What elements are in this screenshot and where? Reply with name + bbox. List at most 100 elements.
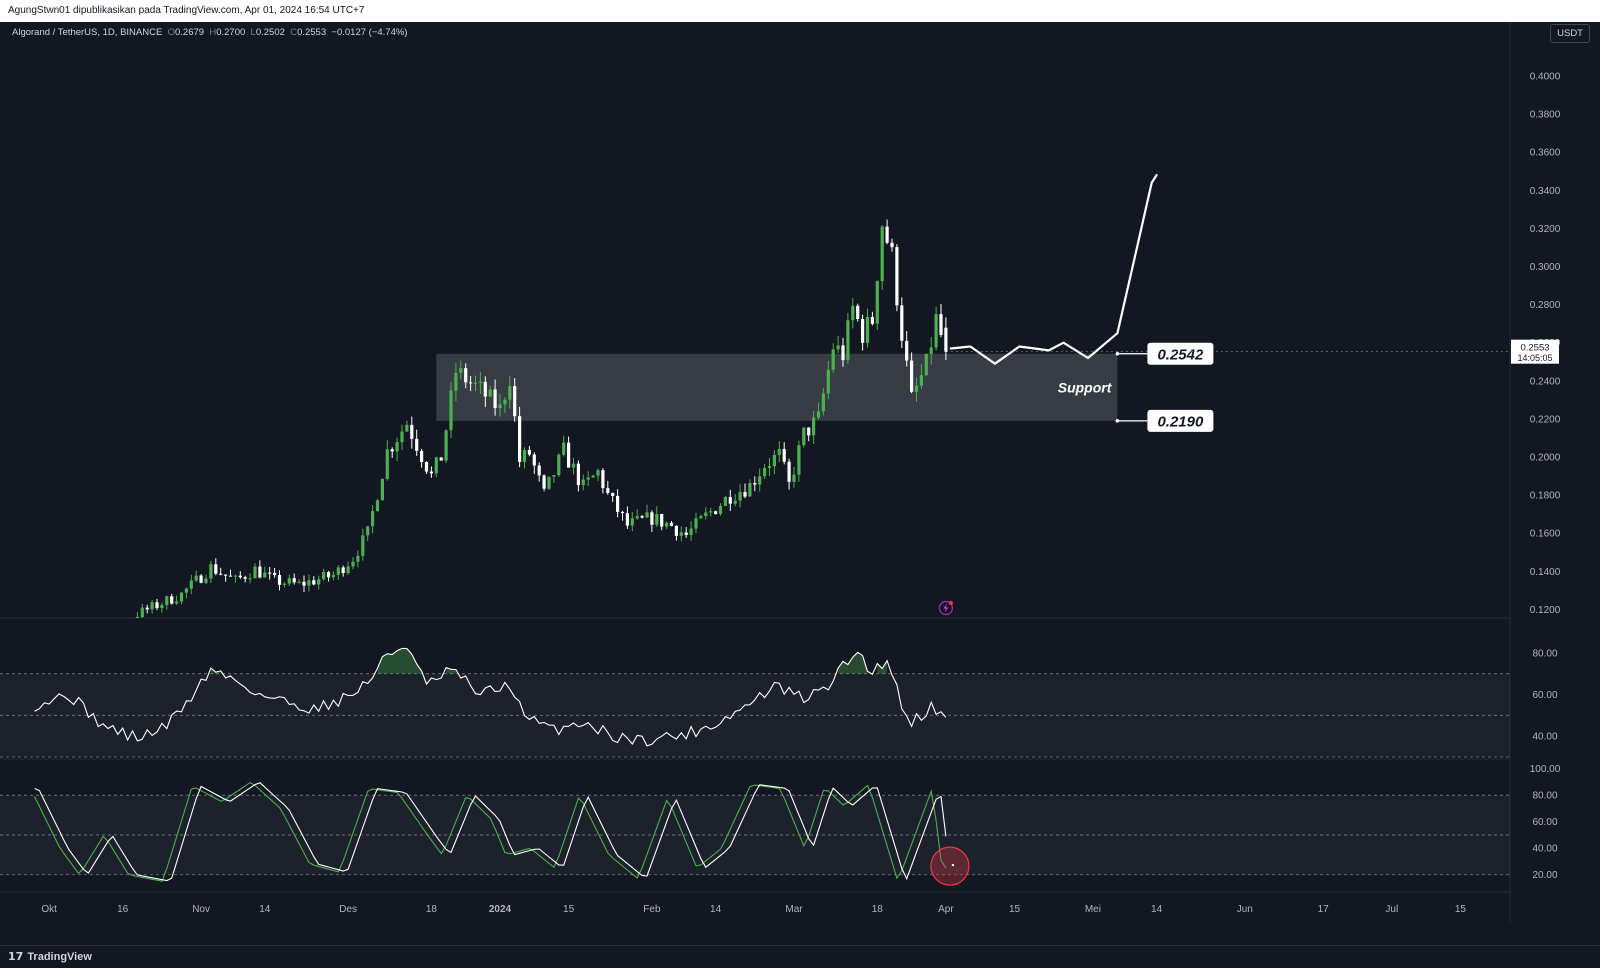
candle-body — [282, 583, 286, 585]
candle-body — [718, 505, 723, 514]
candle-body — [273, 573, 277, 576]
candle-body — [292, 578, 296, 583]
change-value: −0.0127 (−4.74%) — [331, 27, 408, 38]
high-label: H — [209, 27, 217, 38]
candle-body — [782, 449, 786, 462]
candle-body — [478, 381, 482, 383]
candle-body — [420, 450, 424, 462]
candle-body — [694, 518, 698, 529]
candle-body — [469, 382, 473, 384]
candle-body — [165, 596, 169, 605]
candle-body — [498, 404, 502, 409]
candle-body — [880, 226, 884, 282]
date-axis-tick: 18 — [426, 904, 438, 915]
candle-body — [733, 500, 737, 504]
stoch-d-line — [34, 782, 947, 882]
date-axis-tick: Jun — [1237, 904, 1253, 915]
candle-body — [856, 305, 860, 319]
candle-body — [635, 516, 639, 519]
price-axis-tick: 0.3600 — [1530, 148, 1561, 159]
candle-body — [836, 345, 840, 350]
candle-body — [302, 581, 306, 586]
date-axis-tick: Apr — [938, 904, 954, 915]
currency-button[interactable]: USDT — [1550, 24, 1590, 43]
candle-body — [287, 578, 291, 584]
candle-body — [537, 465, 541, 476]
candle-body — [625, 513, 629, 526]
price-axis-tick: 0.1800 — [1530, 491, 1561, 502]
candle-body — [194, 575, 198, 581]
candle-body — [547, 476, 551, 489]
candle-body — [415, 438, 419, 451]
candle-body — [199, 575, 203, 583]
candle-body — [576, 463, 580, 486]
candle-body — [400, 431, 404, 443]
candle-body — [175, 601, 179, 604]
rsi-axis-tick: 80.00 — [1532, 648, 1557, 659]
candle-body — [326, 572, 331, 578]
candle-body — [905, 340, 909, 361]
candle-body — [807, 427, 811, 436]
candle-body — [532, 454, 536, 466]
candle-body — [709, 511, 713, 513]
high-value: 0.2700 — [216, 27, 246, 38]
candle-body — [258, 566, 262, 578]
date-axis-tick: Jul — [1385, 904, 1398, 915]
candle-body — [238, 575, 242, 578]
candle-body — [219, 573, 223, 575]
candle-body — [429, 471, 433, 474]
publish-header: AgungStwn01 dipublikasikan pada TradingV… — [0, 0, 1600, 22]
candle-body — [513, 386, 517, 417]
date-axis-tick: 14 — [1151, 904, 1163, 915]
candle-body — [518, 416, 522, 462]
candle-body — [434, 457, 438, 474]
candle-body — [375, 500, 380, 512]
lightning-icon-bolt — [943, 604, 949, 612]
candle-body — [160, 604, 164, 609]
candle-body — [924, 353, 928, 376]
candle-body — [758, 476, 762, 485]
candle-body — [885, 226, 889, 243]
candle-body — [611, 492, 615, 496]
candle-body — [861, 318, 865, 343]
candle-body — [312, 580, 316, 585]
candle-body — [331, 574, 335, 578]
candle-body — [655, 514, 659, 525]
date-axis-tick: Feb — [643, 904, 661, 915]
candle-body — [714, 511, 718, 514]
candle-body — [444, 430, 448, 461]
candle-body — [699, 516, 703, 519]
candle-body — [772, 454, 776, 467]
candle-body — [385, 449, 389, 479]
stoch-axis-tick: 60.00 — [1532, 817, 1557, 828]
lightning-icon-badge — [948, 601, 953, 605]
candle-body — [253, 566, 257, 579]
candle-body — [145, 607, 149, 610]
price-axis-tick: 0.1600 — [1530, 529, 1561, 540]
date-axis-tick: Okt — [41, 904, 57, 915]
candle-body — [919, 375, 923, 386]
candle-body — [366, 526, 370, 536]
candle-body — [204, 578, 208, 583]
candle-body — [410, 424, 414, 439]
date-axis-tick: 2024 — [489, 904, 512, 915]
close-label: C — [290, 27, 298, 38]
candle-body — [846, 320, 850, 361]
candle-body — [557, 454, 561, 476]
support-zone[interactable] — [436, 353, 1118, 421]
candle-body — [493, 389, 497, 409]
publish-text: AgungStwn01 dipublikasikan pada TradingV… — [8, 5, 365, 16]
date-axis-tick: Des — [339, 904, 357, 915]
candle-body — [816, 411, 821, 418]
tradingview-logo-icon: 17 — [8, 950, 24, 963]
tradingview-logo[interactable]: 17 TradingView — [8, 946, 92, 968]
price-chart[interactable]: 0.4000 0.3800 0.3600 0.3400 0.3200 0.3000 0.28… — [0, 22, 1600, 946]
candle-body — [650, 512, 654, 525]
date-axis-tick: 14 — [710, 904, 722, 915]
candle-body — [939, 314, 943, 335]
candle-body — [674, 525, 678, 536]
lightning-icon[interactable] — [938, 600, 954, 616]
candle-body — [890, 242, 894, 248]
candle-body — [150, 602, 154, 610]
candle-body — [797, 445, 801, 475]
